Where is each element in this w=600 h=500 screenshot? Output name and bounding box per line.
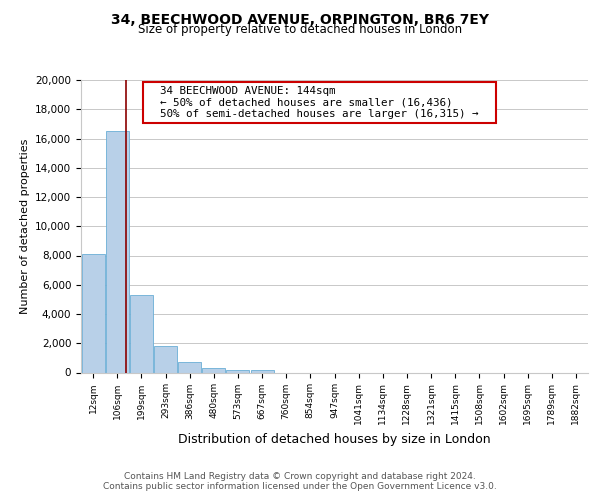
Bar (202, 368, 225, 372)
Text: Contains HM Land Registry data © Crown copyright and database right 2024.: Contains HM Land Registry data © Crown c… (124, 472, 476, 481)
Text: 34, BEECHWOOD AVENUE, ORPINGTON, BR6 7EY: 34, BEECHWOOD AVENUE, ORPINGTON, BR6 7EY (111, 12, 489, 26)
Bar (82, 254, 104, 372)
Text: Contains public sector information licensed under the Open Government Licence v3: Contains public sector information licen… (103, 482, 497, 491)
Bar (154, 346, 177, 372)
X-axis label: Distribution of detached houses by size in London: Distribution of detached houses by size … (178, 432, 491, 446)
Bar (178, 362, 201, 372)
Text: 34 BEECHWOOD AVENUE: 144sqm
  ← 50% of detached houses are smaller (16,436)
  50: 34 BEECHWOOD AVENUE: 144sqm ← 50% of det… (147, 86, 491, 119)
Y-axis label: Number of detached properties: Number of detached properties (20, 138, 29, 314)
Text: Size of property relative to detached houses in London: Size of property relative to detached ho… (138, 22, 462, 36)
Bar (226, 370, 250, 372)
Bar (106, 131, 128, 372)
Bar (251, 370, 274, 372)
Bar (130, 295, 153, 372)
